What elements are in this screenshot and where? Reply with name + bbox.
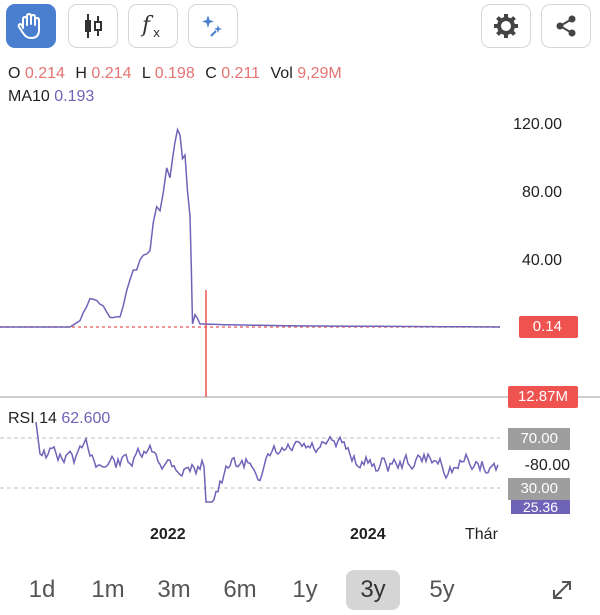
current-price-tag: 0.14 xyxy=(518,316,578,338)
settings-button[interactable] xyxy=(481,4,531,48)
magic-button[interactable] xyxy=(188,4,238,48)
ma-value: 0.193 xyxy=(54,88,95,105)
price-series-line xyxy=(0,127,500,328)
price-chart[interactable] xyxy=(0,110,600,400)
y-tick-120: 120.00 xyxy=(513,116,562,133)
range-6m-button[interactable]: 6m xyxy=(223,576,257,603)
rsi-current-tag: 25.36 xyxy=(510,500,570,514)
indicators-button[interactable]: f x xyxy=(128,4,178,48)
candlestick-icon xyxy=(85,14,102,38)
open-value: 0.214 xyxy=(24,65,65,82)
range-1d-button[interactable]: 1d xyxy=(28,576,56,603)
price-line xyxy=(0,127,500,328)
rsi-label: RSI 14 xyxy=(8,410,57,427)
svg-text:x: x xyxy=(153,26,160,40)
hand-icon xyxy=(17,13,40,39)
range-5y-button[interactable]: 5y xyxy=(429,576,455,603)
range-1m-button[interactable]: 1m xyxy=(91,576,125,603)
rsi-chart[interactable] xyxy=(0,402,600,517)
hand-tool-button[interactable] xyxy=(6,4,56,48)
high-label: H xyxy=(75,65,87,82)
expand-icon xyxy=(553,581,571,599)
y-tick-80: 80.00 xyxy=(521,184,562,201)
candlestick-type-button[interactable] xyxy=(68,4,118,48)
high-value: 0.214 xyxy=(91,65,132,82)
open-label: O xyxy=(8,65,21,82)
svg-text:f: f xyxy=(140,13,154,38)
fullscreen-button[interactable] xyxy=(545,570,579,610)
ma-legend: MA10 0.193 xyxy=(8,88,94,106)
share-button[interactable] xyxy=(541,4,591,48)
rsi-upper-tag: 70.00 xyxy=(508,428,570,450)
range-1y-button[interactable]: 1y xyxy=(292,576,318,603)
rsi-lower-tag: 30.00 xyxy=(508,478,570,500)
volume-label: Vol xyxy=(270,65,293,82)
gear-icon xyxy=(494,14,518,38)
x-label-2022: 2022 xyxy=(150,526,186,543)
rsi-line xyxy=(35,421,499,503)
range-selector: 1d 1m 3m 6m 1y 3y 5y xyxy=(0,566,600,610)
rsi-series-line xyxy=(35,421,499,503)
close-label: C xyxy=(205,65,217,82)
y-tick-40: 40.00 xyxy=(521,252,562,269)
volume-value: 9,29M xyxy=(297,65,342,82)
low-label: L xyxy=(141,65,151,82)
function-icon: f x xyxy=(140,13,160,40)
x-label-2024: 2024 xyxy=(350,526,386,543)
ohlc-legend: O 0.214 H 0.214 L 0.198 C 0.211 Vol 9,29… xyxy=(8,65,348,83)
range-3m-button[interactable]: 3m xyxy=(157,576,191,603)
rsi-legend: RSI 14 62.600 xyxy=(8,410,110,428)
volume-tag: 12.87M xyxy=(507,386,578,408)
close-value: 0.211 xyxy=(221,65,261,82)
rsi-mid-label: -80.00 xyxy=(524,457,570,474)
low-value: 0.198 xyxy=(154,65,195,82)
rsi-value: 62.600 xyxy=(61,410,111,427)
ma-label: MA10 xyxy=(8,88,50,105)
share-icon xyxy=(556,15,576,37)
range-3y-button[interactable]: 3y xyxy=(346,570,400,610)
sparkle-icon xyxy=(202,15,222,37)
x-label-month: Thár xyxy=(465,526,498,543)
